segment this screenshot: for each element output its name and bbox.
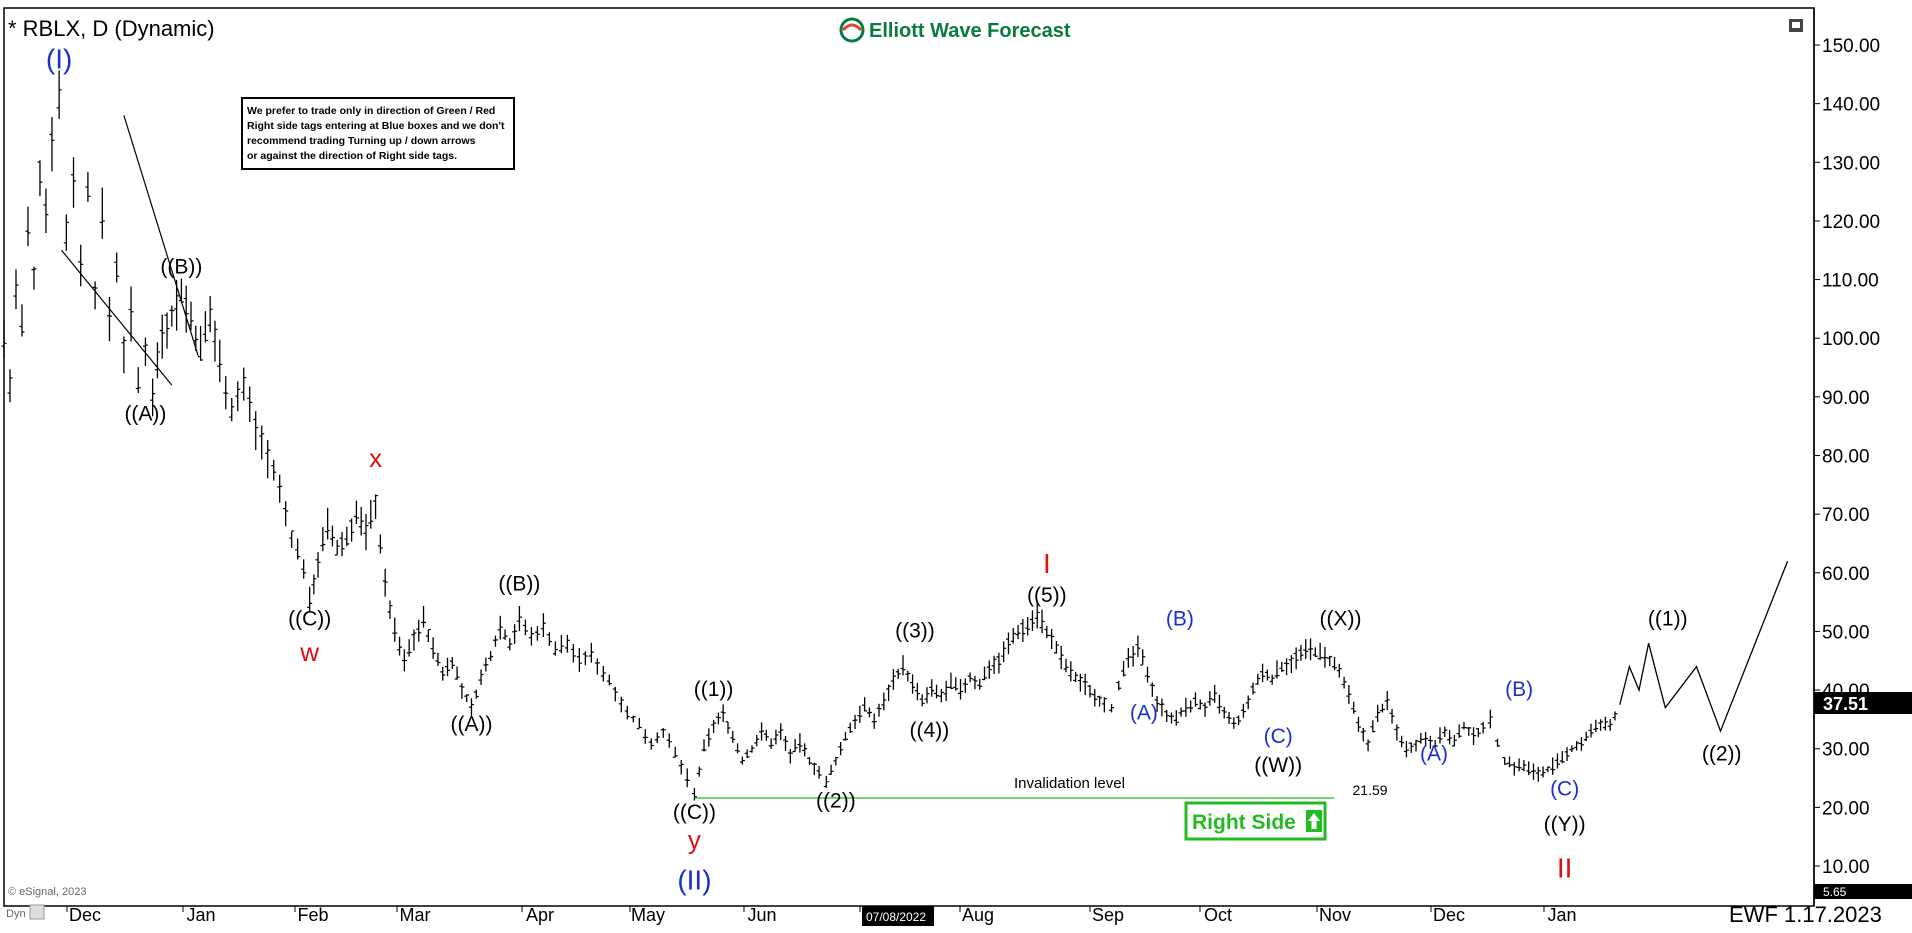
dyn-label: Dyn [6, 908, 26, 920]
maximize-icon[interactable] [1789, 19, 1803, 32]
y-tick-label: 90.00 [1822, 388, 1870, 409]
logo-text: Elliott Wave Forecast [869, 20, 1071, 42]
wave-label: I [1043, 548, 1051, 579]
right-side-tag: Right Side [1184, 801, 1327, 841]
y-tick-label: 30.00 [1822, 740, 1870, 761]
y-tick-label: 150.00 [1822, 36, 1880, 57]
x-month-label: Oct [1204, 905, 1232, 925]
note-line-2: Right side tags entering at Blue boxes a… [247, 120, 505, 132]
wave-label: (B) [1166, 608, 1194, 631]
y-tick-label: 120.00 [1822, 212, 1880, 233]
wave-label: ((B)) [160, 256, 202, 279]
x-axis-months: DecJanFebMarAprMayJunJulAugSepOctNovDecJ… [66, 905, 1577, 925]
wedge-line [61, 249, 173, 386]
date-marker-bg [862, 906, 934, 926]
wave-label: ((A)) [450, 713, 492, 736]
wave-label: ((C)) [288, 608, 331, 631]
x-month-label: Aug [962, 905, 994, 925]
symbol-title: * RBLX, D (Dynamic) [8, 16, 215, 41]
y-tick-label: 100.00 [1822, 329, 1880, 350]
note-line-3: recommend trading Turning up / down arro… [247, 135, 476, 147]
x-month-label: Nov [1319, 905, 1351, 925]
x-month-label: Apr [526, 905, 554, 925]
x-month-label: Jun [747, 905, 776, 925]
y-tick-label: 60.00 [1822, 564, 1870, 585]
wave-label: (A) [1130, 701, 1158, 724]
logo-arc-icon [841, 23, 863, 32]
wave-label: (C) [1264, 725, 1293, 748]
wedge-line [123, 115, 199, 356]
wave-label: ((2)) [816, 789, 856, 812]
crosshair-date-marker: 07/08/2022 [862, 906, 934, 926]
y-tick-label: 130.00 [1822, 153, 1880, 174]
x-month-label: May [631, 905, 665, 925]
wave-label: ((X)) [1320, 608, 1362, 631]
wave-label: ((1)) [1648, 608, 1688, 631]
wave-label: ((B)) [498, 572, 540, 595]
wave-label: x [369, 443, 382, 473]
wave-label: (I) [46, 43, 72, 74]
x-month-label: Dec [1433, 905, 1465, 925]
wave-label: (B) [1505, 678, 1533, 701]
invalidation-value: 21.59 [1353, 782, 1388, 798]
right-side-border [1184, 801, 1327, 841]
last-price-badge: 37.51 [1814, 692, 1912, 714]
y-tick-label: 80.00 [1822, 447, 1870, 468]
y-tick-label: 140.00 [1822, 95, 1880, 116]
note-line-1: We prefer to trade only in direction of … [247, 105, 495, 117]
wave-label: (C) [1550, 778, 1579, 801]
projection-path [1619, 560, 1789, 733]
y-tick-label: 10.00 [1822, 857, 1870, 878]
y-tick-label: 70.00 [1822, 505, 1870, 526]
wave-label: w [299, 637, 319, 667]
last-price-bg [1814, 692, 1912, 714]
invalidation-label: Invalidation level [1014, 775, 1125, 792]
y-tick-label: 110.00 [1822, 271, 1879, 292]
wave-label: ((2)) [1702, 742, 1742, 765]
note-border [241, 97, 515, 170]
y-tick-label: 20.00 [1822, 798, 1870, 819]
wave-label: ((C)) [673, 801, 716, 824]
price-series [1, 70, 1618, 801]
wedge-lines [61, 115, 199, 386]
x-month-label: Jan [1547, 905, 1576, 925]
wave-labels: (I) ((B)) ((A)) x ((C)) w ((B)) ((A)) ((1)) ((C))… [46, 43, 1742, 895]
logo-mark-icon [839, 17, 865, 43]
copyright-text: © eSignal, 2023 [8, 886, 86, 898]
wave-label: ((3)) [895, 619, 935, 642]
y-axis-ticks: 150.00 140.00 130.00 120.00 110.00 100.00 90.0… [1814, 36, 1880, 878]
wave-label: ((A)) [124, 402, 166, 425]
x-month-label: Feb [297, 905, 328, 925]
right-side-label: Right Side [1192, 811, 1296, 834]
wave-label: (A) [1420, 742, 1448, 765]
wave-label: ((4)) [910, 719, 950, 742]
dyn-toggle-icon[interactable] [29, 904, 45, 920]
date-marker-text: 07/08/2022 [866, 910, 926, 924]
wave-label: ((Y)) [1544, 813, 1586, 836]
min-price-bg [1814, 884, 1912, 899]
wave-label: II [1557, 853, 1573, 884]
up-arrow-icon [1308, 813, 1320, 829]
invalidation-line-group: Invalidation level 21.59 [694, 775, 1388, 799]
y-tick-label: 50.00 [1822, 622, 1870, 643]
wave-label: y [688, 824, 701, 854]
x-month-label: Dec [69, 905, 101, 925]
min-price-value: 5.65 [1823, 885, 1847, 899]
wave-label: (II) [677, 864, 711, 895]
x-month-label: Jan [186, 905, 215, 925]
wave-label: ((1)) [694, 678, 734, 701]
last-price-value: 37.51 [1823, 694, 1868, 714]
projection-line [1619, 560, 1789, 733]
note-line-4: or against the direction of Right side t… [247, 150, 457, 162]
ewf-date: EWF 1.17.2023 [1729, 902, 1882, 927]
x-month-label: Sep [1092, 905, 1124, 925]
maximize-icon-inner[interactable] [1792, 22, 1800, 28]
min-price-badge: 5.65 [1814, 884, 1912, 899]
ewf-logo: Elliott Wave Forecast [839, 17, 1071, 43]
x-month-label: Mar [400, 905, 431, 925]
wave-label: ((W)) [1254, 754, 1302, 777]
wave-label: ((5)) [1027, 584, 1067, 607]
trade-note-box: We prefer to trade only in direction of … [241, 97, 515, 170]
